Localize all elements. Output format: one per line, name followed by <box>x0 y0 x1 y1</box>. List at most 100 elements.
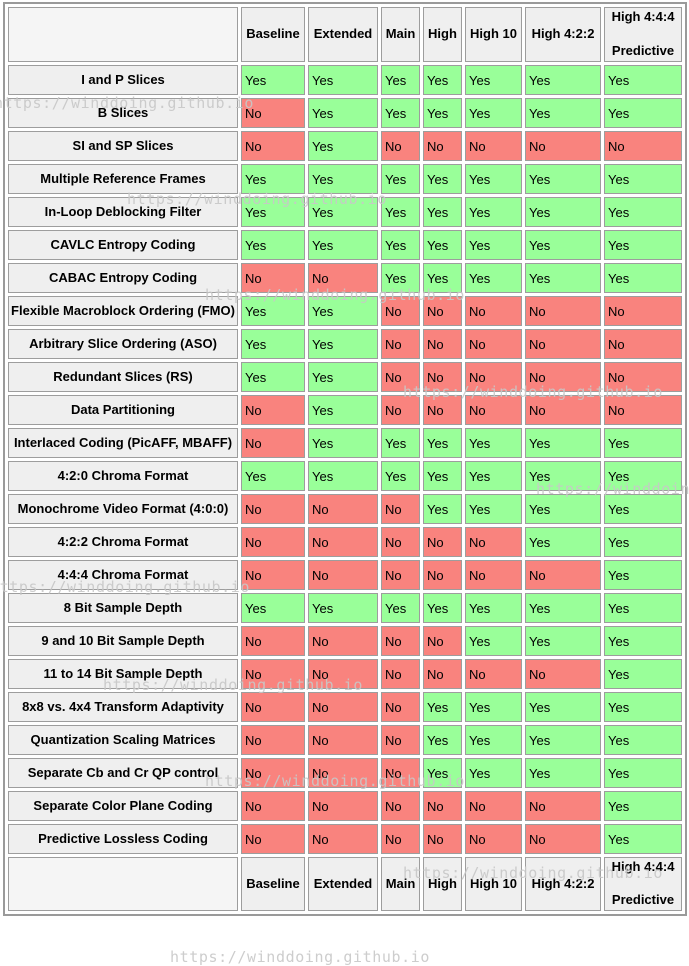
value-cell-no: No <box>423 394 462 425</box>
value-cell-no: No <box>381 724 420 755</box>
value-cell-yes: Yes <box>423 493 462 524</box>
feature-row: 4:2:2 Chroma Format No No No No No Yes Yes <box>8 526 682 557</box>
value-cell-yes: Yes <box>525 163 601 194</box>
value-cell-yes: Yes <box>465 724 522 755</box>
feature-label: 8x8 vs. 4x4 Transform Adaptivity <box>8 691 238 722</box>
feature-row: Predictive Lossless Coding No No No No No No Ye… <box>8 823 682 854</box>
value-cell-yes: Yes <box>604 493 682 524</box>
value-cell-no: No <box>604 394 682 425</box>
value-cell-yes: Yes <box>241 328 305 359</box>
value-cell-no: No <box>308 262 378 293</box>
value-cell-no: No <box>381 394 420 425</box>
profiles-table-container: Baseline Extended Main High High 10 High 4:2:… <box>3 2 689 917</box>
feature-label: Data Partitioning <box>8 394 238 425</box>
h264-profiles-feature-table: Baseline Extended Main High High 10 High 4:2:… <box>3 2 687 917</box>
value-cell-no: No <box>465 559 522 590</box>
value-cell-no: No <box>308 823 378 854</box>
value-cell-no: No <box>465 130 522 161</box>
value-cell-no: No <box>465 790 522 821</box>
feature-row: CABAC Entropy Coding No No Yes Yes Yes Yes Yes <box>8 262 682 293</box>
value-cell-yes: Yes <box>381 229 420 260</box>
value-cell-yes: Yes <box>423 64 462 95</box>
value-cell-no: No <box>241 790 305 821</box>
value-cell-no: No <box>604 295 682 326</box>
value-cell-no: No <box>423 625 462 656</box>
value-cell-no: No <box>241 130 305 161</box>
feature-label: 11 to 14 Bit Sample Depth <box>8 658 238 689</box>
value-cell-no: No <box>381 328 420 359</box>
top-corner-cell <box>8 7 238 62</box>
value-cell-yes: Yes <box>525 526 601 557</box>
feature-label: 8 Bit Sample Depth <box>8 592 238 623</box>
column-header-bottom-1: Baseline <box>241 856 305 912</box>
value-cell-no: No <box>465 658 522 689</box>
feature-row: Quantization Scaling Matrices No No No Yes Ye… <box>8 724 682 755</box>
value-cell-yes: Yes <box>381 427 420 458</box>
value-cell-yes: Yes <box>525 196 601 227</box>
value-cell-yes: Yes <box>465 691 522 722</box>
value-cell-yes: Yes <box>308 295 378 326</box>
value-cell-yes: Yes <box>604 460 682 491</box>
value-cell-no: No <box>525 658 601 689</box>
value-cell-yes: Yes <box>525 64 601 95</box>
value-cell-no: No <box>381 559 420 590</box>
value-cell-yes: Yes <box>308 64 378 95</box>
value-cell-yes: Yes <box>604 724 682 755</box>
value-cell-no: No <box>241 97 305 128</box>
feature-row: 8x8 vs. 4x4 Transform Adaptivity No No No Ye… <box>8 691 682 722</box>
value-cell-no: No <box>381 361 420 392</box>
value-cell-no: No <box>241 691 305 722</box>
value-cell-no: No <box>525 328 601 359</box>
value-cell-no: No <box>465 823 522 854</box>
feature-label: I and P Slices <box>8 64 238 95</box>
value-cell-yes: Yes <box>525 625 601 656</box>
value-cell-no: No <box>308 559 378 590</box>
value-cell-yes: Yes <box>241 460 305 491</box>
value-cell-yes: Yes <box>308 460 378 491</box>
feature-row: Redundant Slices (RS) Yes Yes No No No No No <box>8 361 682 392</box>
value-cell-no: No <box>423 823 462 854</box>
column-header-bottom-6: High 4:2:2 <box>525 856 601 912</box>
value-cell-no: No <box>381 790 420 821</box>
feature-row: Arbitrary Slice Ordering (ASO) Yes Yes No No… <box>8 328 682 359</box>
value-cell-yes: Yes <box>423 163 462 194</box>
feature-row: B Slices No Yes Yes Yes Yes Yes Yes <box>8 97 682 128</box>
value-cell-yes: Yes <box>308 163 378 194</box>
value-cell-no: No <box>381 658 420 689</box>
value-cell-no: No <box>381 823 420 854</box>
value-cell-no: No <box>241 757 305 788</box>
value-cell-no: No <box>423 328 462 359</box>
value-cell-no: No <box>241 823 305 854</box>
value-cell-yes: Yes <box>423 427 462 458</box>
top-header-row: Baseline Extended Main High High 10 High 4:2:… <box>8 7 682 62</box>
value-cell-no: No <box>465 526 522 557</box>
value-cell-no: No <box>241 526 305 557</box>
value-cell-yes: Yes <box>604 163 682 194</box>
value-cell-no: No <box>241 262 305 293</box>
feature-label: Monochrome Video Format (4:0:0) <box>8 493 238 524</box>
value-cell-no: No <box>525 361 601 392</box>
value-cell-yes: Yes <box>423 460 462 491</box>
feature-row: Monochrome Video Format (4:0:0) No No No Yes… <box>8 493 682 524</box>
value-cell-no: No <box>423 526 462 557</box>
value-cell-yes: Yes <box>604 592 682 623</box>
value-cell-no: No <box>381 691 420 722</box>
value-cell-yes: Yes <box>308 427 378 458</box>
value-cell-no: No <box>308 757 378 788</box>
value-cell-yes: Yes <box>604 196 682 227</box>
value-cell-no: No <box>241 658 305 689</box>
value-cell-yes: Yes <box>525 262 601 293</box>
value-cell-yes: Yes <box>465 229 522 260</box>
value-cell-yes: Yes <box>604 262 682 293</box>
value-cell-yes: Yes <box>604 427 682 458</box>
column-header-top-6: High 4:2:2 <box>525 7 601 62</box>
value-cell-no: No <box>525 394 601 425</box>
value-cell-yes: Yes <box>241 64 305 95</box>
value-cell-no: No <box>525 790 601 821</box>
feature-label: 4:2:2 Chroma Format <box>8 526 238 557</box>
value-cell-no: No <box>308 625 378 656</box>
value-cell-yes: Yes <box>604 97 682 128</box>
value-cell-yes: Yes <box>465 163 522 194</box>
value-cell-yes: Yes <box>241 295 305 326</box>
value-cell-no: No <box>241 427 305 458</box>
